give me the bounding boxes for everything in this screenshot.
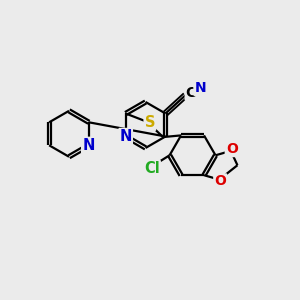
Text: N: N <box>194 81 206 95</box>
Text: C: C <box>186 85 196 100</box>
Text: O: O <box>226 142 238 156</box>
Text: S: S <box>145 115 155 130</box>
Text: N: N <box>119 129 132 144</box>
Text: Cl: Cl <box>144 161 160 176</box>
Text: O: O <box>214 174 226 188</box>
Text: N: N <box>82 138 94 153</box>
